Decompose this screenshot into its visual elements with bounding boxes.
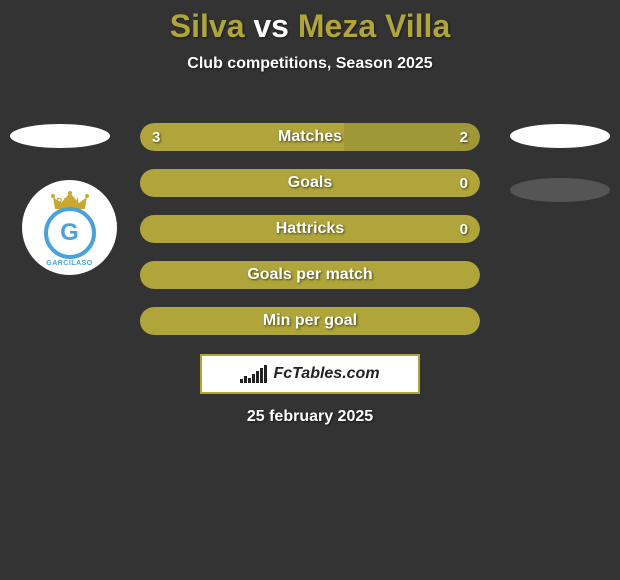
source-logo-box: FcTables.com — [200, 354, 420, 394]
subtitle: Club competitions, Season 2025 — [0, 55, 620, 73]
stat-label: Goals per match — [140, 261, 480, 289]
comparison-title: Silva vs Meza Villa — [0, 0, 620, 45]
club-badge-inner: REAL G GARCILASO — [35, 193, 105, 263]
player2-name: Meza Villa — [298, 8, 450, 44]
stat-label: Matches — [140, 123, 480, 151]
snapshot-date: 25 february 2025 — [0, 408, 620, 426]
player1-club-badge: REAL G GARCILASO — [22, 180, 117, 275]
badge-top-text: REAL — [57, 197, 83, 206]
source-logo-text: FcTables.com — [273, 365, 379, 383]
badge-letter: G — [60, 219, 79, 247]
stat-label: Min per goal — [140, 307, 480, 335]
stat-label: Goals — [140, 169, 480, 197]
comparison-bars: 32Matches 0Goals 0Hattricks Goals per match… — [140, 123, 480, 353]
player1-name: Silva — [170, 8, 245, 44]
player1-photo-placeholder — [10, 124, 110, 148]
stat-row: 0Goals — [140, 169, 480, 197]
stat-row: 0Hattricks — [140, 215, 480, 243]
stat-row: Goals per match — [140, 261, 480, 289]
vs-label: vs — [253, 8, 289, 44]
bars-icon — [240, 365, 267, 383]
stat-label: Hattricks — [140, 215, 480, 243]
badge-bottom-text: GARCILASO — [46, 260, 93, 267]
stat-row: 32Matches — [140, 123, 480, 151]
player2-photo-placeholder — [510, 124, 610, 148]
player2-club-placeholder — [510, 178, 610, 202]
badge-circle: G — [44, 207, 96, 259]
stat-row: Min per goal — [140, 307, 480, 335]
